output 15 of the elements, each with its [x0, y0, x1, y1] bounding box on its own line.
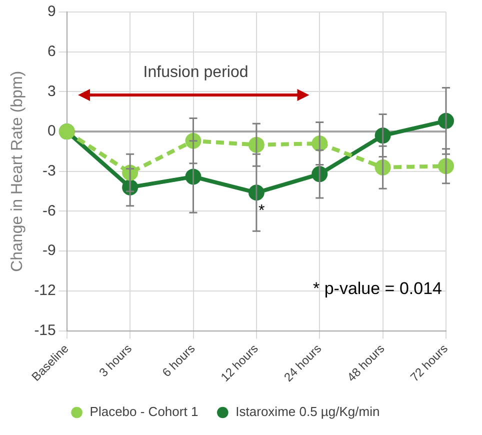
y-axis-title: Change in Heart Rate (bpm): [9, 70, 26, 272]
y-tick-label: -15: [34, 322, 56, 339]
legend-label: Placebo - Cohort 1: [90, 404, 198, 420]
y-tick-label: -9: [42, 242, 56, 260]
y-tick-label: 3: [48, 82, 56, 100]
y-tick-label: -6: [42, 202, 56, 220]
annotation: *: [258, 202, 265, 220]
y-tick-label: -12: [34, 282, 56, 300]
y-tick-label: 0: [48, 122, 56, 140]
annotation: * p-value = 0.014: [312, 279, 442, 298]
y-tick-label: 9: [48, 3, 56, 20]
y-tick-label: -3: [42, 162, 56, 180]
annotation: Infusion period: [143, 64, 248, 81]
legend-label: Istaroxime 0.5 µg/Kg/min: [236, 404, 380, 420]
y-tick-label: 6: [48, 42, 56, 60]
